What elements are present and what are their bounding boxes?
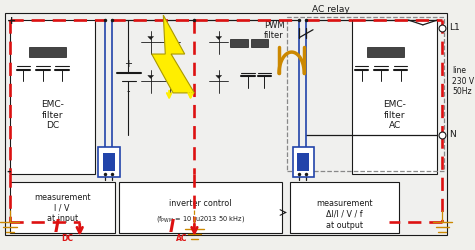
Text: L1: L1 [449,23,460,32]
Text: I: I [169,218,175,236]
Text: PWM
filter: PWM filter [264,21,285,40]
Text: AC: AC [176,234,188,243]
Text: (f$_{\rm PWM}$ = 10 \u2013 50 kHz): (f$_{\rm PWM}$ = 10 \u2013 50 kHz) [156,214,245,224]
Text: +: + [7,16,16,26]
Text: +: + [124,59,133,69]
Text: EMC-
filter
DC: EMC- filter DC [41,100,64,130]
Text: inverter control: inverter control [169,199,231,208]
Bar [297,153,309,171]
Text: measurement
I / V
at input: measurement I / V at input [34,193,90,222]
Text: -: - [126,86,130,96]
Bar [10,182,114,233]
Bar [103,153,114,171]
Text: AC relay: AC relay [312,5,350,14]
Text: DC: DC [61,234,73,243]
Text: N: N [449,130,456,139]
Polygon shape [216,36,222,40]
Polygon shape [148,36,153,40]
Bar [98,147,120,176]
Polygon shape [167,76,173,78]
Bar [119,182,282,233]
Bar [293,147,314,176]
Bar [290,182,399,233]
Polygon shape [216,76,222,78]
Bar [251,40,268,47]
Polygon shape [152,15,194,93]
Text: ΔI/I / V / f: ΔI/I / V / f [326,210,362,219]
Text: -: - [7,167,11,177]
Bar [230,40,248,47]
Polygon shape [148,76,153,78]
Bar [29,47,66,57]
Bar [368,47,404,57]
Bar [352,20,437,174]
Polygon shape [167,36,173,40]
Text: at output: at output [326,221,362,230]
Text: EMC-
filter
AC: EMC- filter AC [383,100,406,130]
Bar [10,20,95,174]
Text: I: I [54,218,60,236]
Text: line
230 V
50Hz: line 230 V 50Hz [452,66,474,96]
Bar [287,17,444,171]
Text: measurement: measurement [316,199,372,208]
